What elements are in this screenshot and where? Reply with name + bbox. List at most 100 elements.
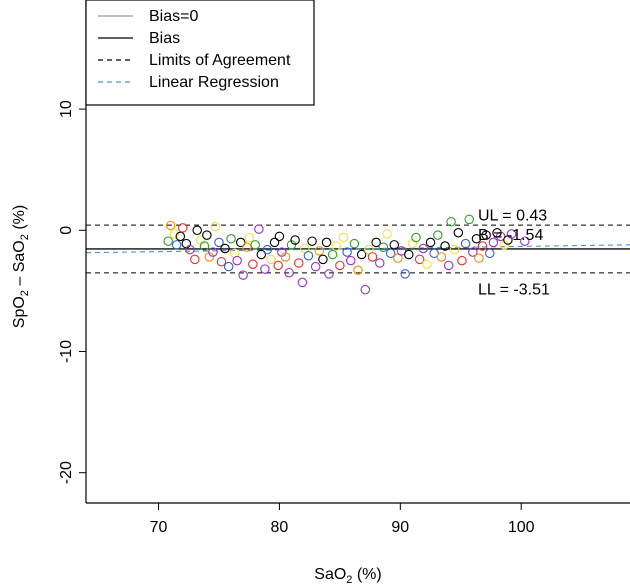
data-point [331,241,341,251]
data-point [223,261,234,272]
data-point [411,232,421,243]
points-layer [163,214,530,295]
legend-label: Limits of Agreement [149,52,291,69]
legend: Bias=0 Bias Limits of Agreement Linear Regr… [85,0,315,106]
data-point [318,254,328,265]
data-point [216,257,227,267]
data-point [360,284,371,295]
y-axis-title: SpO2 – SaO2 (%) [11,205,31,328]
data-point [273,260,283,271]
data-point [443,260,454,271]
data-point [181,238,192,249]
data-point [321,237,332,248]
data-point [242,242,252,253]
data-point [378,242,389,253]
data-point [481,230,491,240]
data-point [414,254,425,265]
data-point [208,247,218,257]
data-point [214,237,224,248]
data-point [254,224,264,234]
data-point [266,254,276,265]
data-point [220,243,230,254]
legend-label: Bias [149,30,180,47]
data-point [169,229,179,239]
y-tick-label: 10 [58,100,75,118]
x-tick-label: 80 [271,519,289,536]
data-point [367,252,378,262]
data-point [190,254,200,265]
data-point [338,232,349,243]
data-point [433,230,443,240]
data-point [449,244,460,255]
data-point [262,244,273,255]
data-point [232,255,242,266]
data-point [335,260,345,271]
data-point [165,220,176,231]
data-point [385,248,396,259]
data-point [471,234,482,244]
data-point [310,261,321,272]
data-point [464,214,474,225]
legend-box [85,0,315,106]
annotation-label: B = -1.54 [478,227,543,244]
data-point [294,258,304,268]
data-point [248,259,258,269]
data-point [290,235,300,245]
x-tick-label: 70 [150,519,168,536]
data-point [171,240,182,250]
data-point [382,229,392,239]
y-tick-label: -10 [58,340,75,363]
data-point [177,223,188,233]
data-point [269,237,280,248]
data-point [371,237,381,248]
data-point [474,253,484,263]
data-point [192,225,202,236]
data-point [407,238,418,249]
data-point [353,265,363,276]
data-point [244,232,254,243]
data-point [202,230,212,240]
data-point [425,237,436,248]
data-point [238,270,248,280]
data-point [300,243,310,254]
data-point [303,250,314,261]
data-point [389,240,400,250]
data-point [175,231,186,242]
data-point [314,246,325,256]
data-point [506,229,517,239]
x-axis-title: SaO2 (%) [314,566,381,586]
data-point [460,238,471,249]
data-point [422,259,432,269]
legend-label: Bias=0 [149,8,198,25]
data-point [400,269,410,279]
data-point [274,231,285,242]
data-point [185,244,195,255]
annotations: UL = 0.43 B = -1.54 LL = -3.51 [478,208,550,299]
y-tick-label: -20 [58,461,75,484]
data-point [345,255,356,266]
data-point [163,236,173,246]
data-point [436,252,447,262]
data-point [199,241,210,251]
data-point [307,236,317,246]
data-point [256,249,267,260]
data-point [356,249,367,260]
data-point [440,241,450,251]
data-point [250,240,260,250]
annotation-label: LL = -3.51 [478,282,550,299]
data-point [210,221,221,232]
data-point [364,244,374,255]
data-point [226,234,236,244]
data-point [342,247,352,257]
data-point [327,249,338,260]
data-point [418,243,429,254]
data-point [280,252,291,262]
x-tick-label: 90 [391,519,409,536]
y-tick-label: 0 [58,226,75,235]
data-point [457,255,467,266]
data-point [453,227,464,238]
data-point [235,237,246,248]
data-point [393,253,403,263]
data-point [324,269,334,279]
x-tick-label: 100 [508,519,535,536]
